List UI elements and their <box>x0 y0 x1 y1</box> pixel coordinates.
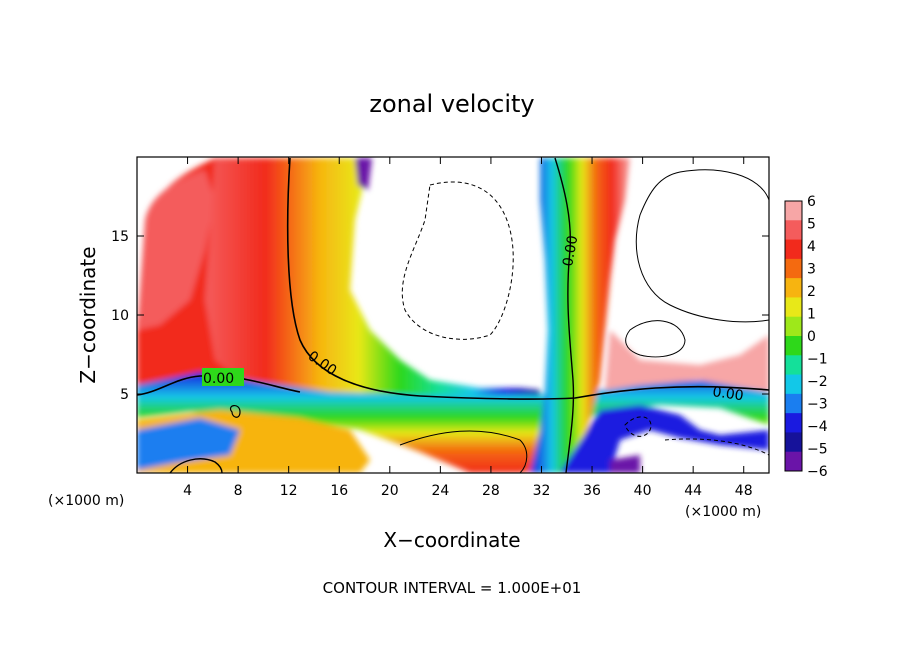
colorbar-label: 3 <box>807 262 816 278</box>
heatmap-region-band <box>137 372 769 473</box>
plot-area: 0.00 0.00 0.00 0.00 <box>136 156 770 474</box>
x-tick-label: 44 <box>684 483 702 499</box>
colorbar-label: 2 <box>807 284 816 300</box>
colorbar-label: −1 <box>807 352 828 368</box>
colorbar-segment <box>785 374 802 395</box>
x-axis-unit-left: (×1000 m) <box>48 493 124 509</box>
colorbar-label: 5 <box>807 217 816 233</box>
colorbar-frame <box>784 200 803 472</box>
x-tick-label: 36 <box>583 483 601 499</box>
colorbar-segment <box>785 393 802 414</box>
colorbar-label: −3 <box>807 397 828 413</box>
colorbar-segment <box>785 355 802 376</box>
y-tick-label: 15 <box>111 229 129 245</box>
heatmap-region-main-column <box>205 158 540 410</box>
colorbar-segment <box>785 201 802 221</box>
contour-label: 0.00 <box>560 234 581 267</box>
x-tick-label: 16 <box>330 483 348 499</box>
colorbar-label: 6 <box>807 194 816 210</box>
colorbar-label: −6 <box>807 464 828 480</box>
y-axis-ticks: 5 10 15 <box>111 229 769 403</box>
colorbar-label: −4 <box>807 419 828 435</box>
colorbar-segment <box>785 297 802 318</box>
heatmap-region-bottom-purple <box>610 455 640 473</box>
contour-solid-small-right <box>625 320 686 358</box>
heatmap-region-lower-left-blue <box>137 418 240 470</box>
heatmap-region-right-column <box>530 158 630 473</box>
contour-dashed-center <box>401 181 514 340</box>
colorbar-label: 4 <box>807 239 816 255</box>
x-axis-ticks: 4 8 12 16 20 24 28 32 36 40 44 48 <box>183 157 753 499</box>
heatmap-region-lower-right <box>560 405 769 473</box>
contour-zero-right-column <box>554 157 575 473</box>
colorbar-segment <box>785 432 802 453</box>
colorbar: 6 5 4 3 2 1 0 −1 −2 −3 −4 −5 −6 <box>784 194 828 480</box>
x-tick-label: 28 <box>482 483 500 499</box>
heatmap-field: 0.00 0.00 0.00 0.00 <box>137 157 769 473</box>
heatmap-region-right-edge <box>605 330 769 392</box>
contour-label: 0.00 <box>203 371 234 387</box>
heatmap-region-top-purple <box>355 158 372 190</box>
colorbar-segment <box>785 220 802 241</box>
colorbar-segment <box>785 239 802 260</box>
x-tick-label: 48 <box>735 483 753 499</box>
colorbar-label: −2 <box>807 374 828 390</box>
y-axis-label: Z−coordinate <box>76 246 100 383</box>
contour-solid-lower-mid <box>399 430 528 473</box>
contour-label-bg <box>202 368 244 386</box>
x-tick-label: 40 <box>634 483 652 499</box>
x-tick-label: 12 <box>280 483 298 499</box>
x-tick-label: 32 <box>533 483 551 499</box>
contour-interval-note: CONTOUR INTERVAL = 1.000E+01 <box>323 579 582 597</box>
colorbar-label: 0 <box>807 329 816 345</box>
colorbar-segment <box>785 316 802 337</box>
x-tick-label: 20 <box>381 483 399 499</box>
colorbar-segment <box>785 336 802 356</box>
contour-zero-main <box>286 157 769 400</box>
contour-zero-left <box>137 374 301 396</box>
contour-lines <box>137 157 769 473</box>
y-tick-label: 10 <box>111 308 129 324</box>
colorbar-segment <box>785 258 802 279</box>
y-tick-label: 5 <box>120 387 129 403</box>
contour-label: 0.00 <box>711 384 744 404</box>
heatmap-region-left-plume-edge <box>137 170 215 330</box>
contour-solid-small-left <box>230 405 241 418</box>
x-axis-label: X−coordinate <box>383 528 520 552</box>
contour-solid-right <box>635 169 769 323</box>
contour-dashed-lower-right <box>624 416 769 456</box>
x-tick-label: 24 <box>431 483 449 499</box>
colorbar-segment <box>785 278 802 298</box>
x-axis-unit-right: (×1000 m) <box>685 504 761 520</box>
contour-solid-bottom-left <box>169 458 223 473</box>
colorbar-label: 1 <box>807 307 816 323</box>
chart-title: zonal velocity <box>369 90 534 118</box>
colorbar-label: −5 <box>807 442 828 458</box>
x-tick-label: 8 <box>234 483 243 499</box>
colorbar-segment <box>785 413 802 433</box>
colorbar-segment <box>785 451 802 472</box>
x-tick-label: 4 <box>183 483 192 499</box>
